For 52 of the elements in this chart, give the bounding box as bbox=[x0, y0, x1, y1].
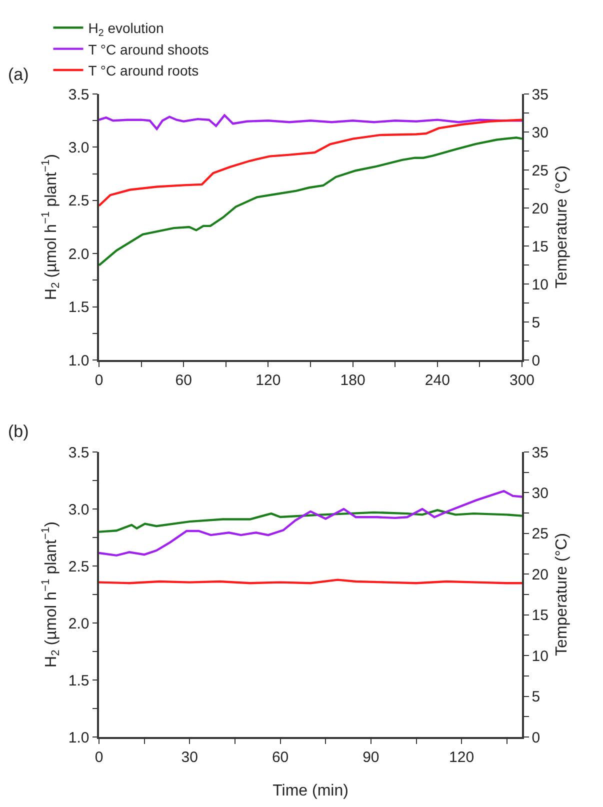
x-tick-label: 60 bbox=[175, 372, 192, 389]
y-tick-label: 1.0 bbox=[68, 729, 90, 746]
y-tick-label: 2.5 bbox=[68, 558, 90, 576]
line-series bbox=[99, 136, 522, 266]
y2-tick-label: 5 bbox=[532, 688, 540, 706]
x-tick-label: 0 bbox=[94, 748, 104, 766]
x-tick-label: 120 bbox=[256, 372, 281, 389]
y2-tick-label: 0 bbox=[532, 729, 540, 746]
x-tick-label: 60 bbox=[272, 748, 289, 766]
y-tick-label: 2.0 bbox=[68, 246, 90, 263]
y-tick-label: 1.0 bbox=[68, 352, 90, 370]
x-tick-label: 120 bbox=[449, 748, 474, 766]
y-tick-label: 3.0 bbox=[68, 139, 90, 156]
legend-label: T °C around roots bbox=[88, 62, 199, 78]
y2-tick-label: 10 bbox=[532, 648, 548, 665]
y2-tick-label: 15 bbox=[532, 607, 548, 624]
y2-tick-label: 35 bbox=[532, 86, 548, 104]
y-tick-label: 3.5 bbox=[68, 444, 90, 462]
y-tick-label: 1.5 bbox=[68, 299, 90, 316]
y2-tick-label: 20 bbox=[532, 200, 548, 218]
line-series bbox=[99, 490, 522, 557]
y2-axis-title: Temperature (°C) bbox=[554, 166, 571, 288]
y2-tick-label: 35 bbox=[532, 444, 548, 462]
y2-tick-label: 5 bbox=[532, 314, 540, 332]
x-axis-title: Time (min) bbox=[272, 782, 348, 800]
y2-tick-label: 10 bbox=[532, 276, 548, 294]
y-tick-label: 2.0 bbox=[68, 615, 90, 632]
y-tick-label: 3.0 bbox=[68, 501, 90, 518]
y2-axis-title: Temperature (°C) bbox=[554, 533, 571, 656]
text: (b) bbox=[8, 422, 29, 441]
x-tick-label: 0 bbox=[94, 372, 104, 389]
line-series bbox=[99, 114, 522, 130]
x-tick-label: 300 bbox=[509, 372, 535, 389]
line-series bbox=[99, 118, 522, 207]
y2-tick-label: 25 bbox=[532, 162, 548, 180]
x-tick-label: 30 bbox=[181, 748, 198, 766]
text: (a) bbox=[8, 65, 29, 84]
y-tick-label: 3.5 bbox=[68, 86, 90, 104]
y2-tick-label: 20 bbox=[532, 566, 548, 584]
y-tick-label: 1.5 bbox=[68, 672, 90, 690]
y2-tick-label: 30 bbox=[532, 484, 548, 502]
x-tick-label: 180 bbox=[340, 372, 366, 389]
legend-label: T °C around shoots bbox=[88, 41, 209, 58]
y2-tick-label: 30 bbox=[532, 124, 548, 142]
y2-tick-label: 0 bbox=[532, 352, 540, 370]
y2-tick-label: 25 bbox=[532, 526, 548, 543]
y2-tick-label: 15 bbox=[532, 238, 548, 256]
y-tick-label: 2.5 bbox=[68, 192, 90, 210]
x-tick-label: 90 bbox=[362, 748, 380, 766]
line-series bbox=[99, 509, 522, 533]
x-tick-label: 240 bbox=[424, 372, 450, 389]
legend-label: H$_{2}$ evolution bbox=[88, 20, 164, 40]
